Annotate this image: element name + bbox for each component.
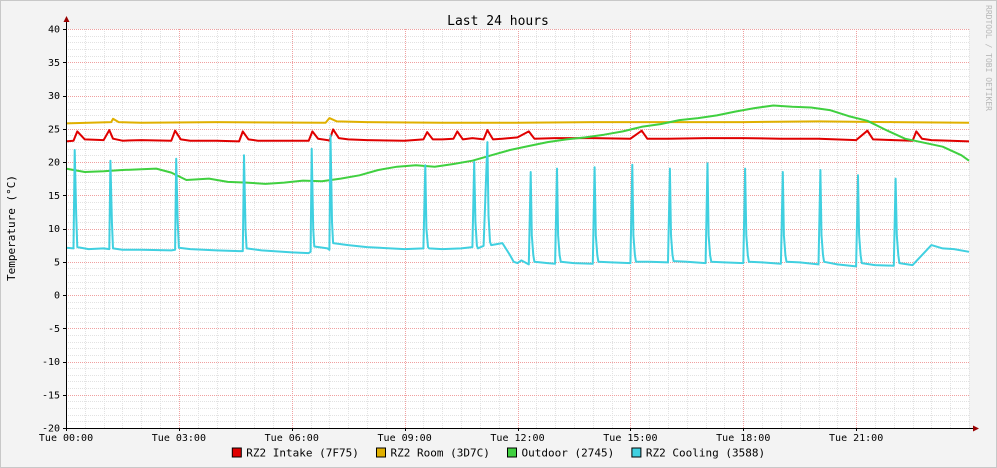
series-line-2 <box>65 104 970 185</box>
y-axis-label: Temperature (°C) <box>5 175 18 281</box>
legend-swatch-3 <box>631 447 642 458</box>
y-tick-labels: 40 35 30 25 20 15 10 5 0 -5 -10 -15 -20 <box>42 25 60 435</box>
series-line-0 <box>65 128 970 143</box>
x-tick-label: Tue 15:00 <box>603 433 657 444</box>
chart-title: Last 24 hours <box>447 14 549 29</box>
y-tick-label: 5 <box>54 257 60 268</box>
series-line-1 <box>65 117 970 125</box>
y-axis-arrow <box>63 16 70 22</box>
x-tick-label: Tue 03:00 <box>152 433 206 444</box>
x-tick-labels: Tue 00:00 Tue 03:00 Tue 06:00 Tue 09:00 Tue … <box>39 433 883 444</box>
series-layer <box>65 104 970 268</box>
grid-layer <box>66 29 970 429</box>
x-tick-label: Tue 21:00 <box>829 433 883 444</box>
series-line-3 <box>65 134 970 268</box>
x-tick-label: Tue 06:00 <box>265 433 319 444</box>
legend: RZ2 Intake (7F75) RZ2 Room (3D7C) Outdoor … <box>231 447 765 460</box>
y-tick-label: 25 <box>48 124 60 135</box>
legend-label-2: Outdoor (2745) <box>522 447 615 460</box>
x-tick-label: Tue 00:00 <box>39 433 93 444</box>
legend-swatch-2 <box>507 447 517 458</box>
x-tick-label: Tue 18:00 <box>716 433 770 444</box>
legend-label-0: RZ2 Intake (7F75) <box>246 447 359 460</box>
legend-swatch-1 <box>376 447 386 458</box>
y-tick-label: 15 <box>48 191 60 202</box>
legend-label-3: RZ2 Cooling (3588) <box>646 447 765 460</box>
x-tick-label: Tue 09:00 <box>378 433 432 444</box>
rrdtool-watermark: RRDTOOL / TOBI OETIKER <box>984 5 993 111</box>
y-tick-label: 40 <box>48 25 60 36</box>
x-axis-arrow <box>973 425 979 432</box>
y-tick-label: -5 <box>48 324 60 335</box>
y-tick-label: -20 <box>42 424 60 435</box>
y-tick-label: -10 <box>42 357 60 368</box>
axis-layer <box>63 16 979 432</box>
y-tick-label: -15 <box>42 390 60 401</box>
plot-area <box>66 29 969 428</box>
y-tick-label: 30 <box>48 91 60 102</box>
legend-swatch-0 <box>231 447 242 458</box>
y-tick-label: 20 <box>48 158 60 169</box>
y-tick-label: 0 <box>54 291 60 302</box>
x-tick-label: Tue 12:00 <box>490 433 544 444</box>
legend-label-1: RZ2 Room (3D7C) <box>391 447 490 460</box>
y-tick-label: 35 <box>48 58 60 69</box>
y-tick-label: 10 <box>48 224 60 235</box>
